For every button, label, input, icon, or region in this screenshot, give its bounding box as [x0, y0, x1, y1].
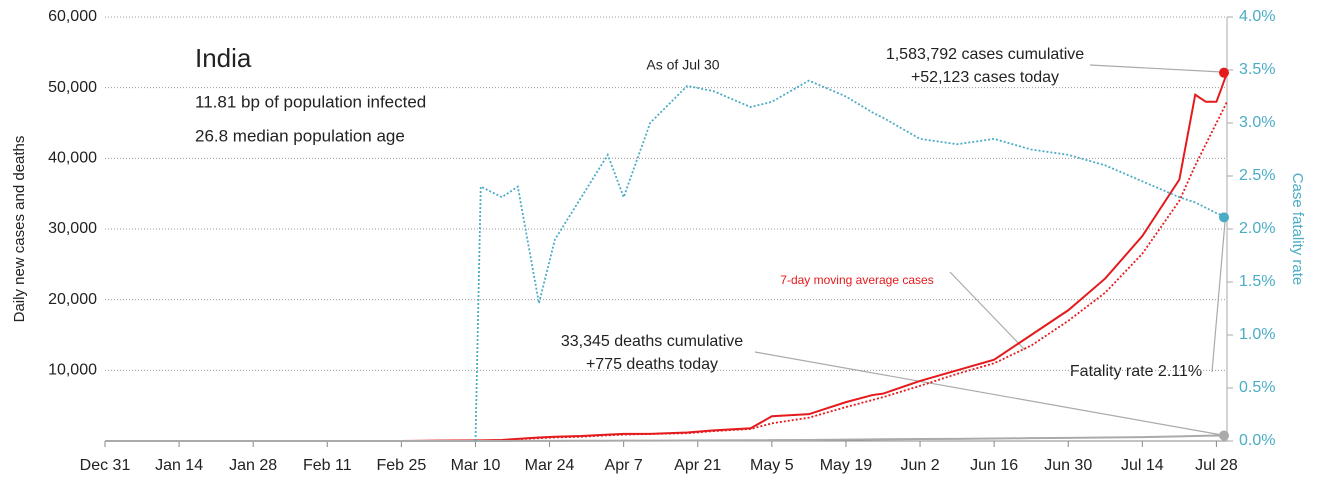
annotation: Fatality rate 2.11%: [1070, 363, 1202, 380]
annotation: As of Jul 30: [646, 57, 719, 73]
annotation: +52,123 cases today: [911, 69, 1059, 86]
x-tick-label: Mar 10: [451, 457, 501, 474]
annotation: +775 deaths today: [586, 356, 718, 373]
leader: [1089, 64, 1223, 73]
y-tick-label: 20,000: [48, 291, 97, 308]
x-tick-label: Feb 11: [303, 457, 352, 474]
chart-title: India: [195, 43, 252, 73]
x-tick-label: Apr 21: [674, 457, 721, 474]
x-tick-label: May 19: [820, 457, 873, 474]
x-tick-label: Feb 25: [376, 457, 426, 474]
leader: [949, 271, 1026, 351]
y2-tick-label: 2.0%: [1239, 220, 1275, 237]
y2-tick-label: 2.5%: [1239, 167, 1275, 184]
annotation: 1,583,792 cases cumulative: [886, 46, 1084, 63]
y2-tick-label: 3.5%: [1239, 61, 1275, 78]
series-line: [474, 79, 1228, 442]
y2-tick-label: 4.0%: [1239, 8, 1275, 25]
end-marker: [1219, 67, 1229, 78]
x-tick-label: Jan 14: [155, 457, 203, 474]
x-tick-label: Apr 7: [605, 457, 643, 474]
y-axis-label: Daily new cases and deaths: [11, 136, 28, 323]
annotation-leaders: [754, 64, 1226, 436]
x-tick-label: Dec 31: [80, 457, 131, 474]
y2-tick-label: 1.0%: [1239, 326, 1275, 343]
x-tick-label: May 5: [750, 457, 794, 474]
x-tick-label: Jun 16: [970, 457, 1018, 474]
end-marker: [1219, 430, 1229, 441]
y-tick-label: 40,000: [48, 150, 97, 167]
x-tick-label: Jun 2: [900, 457, 939, 474]
y-tick-label: 50,000: [48, 79, 97, 96]
x-tick-label: Jun 30: [1044, 457, 1092, 474]
x-tick-label: Mar 24: [525, 457, 575, 474]
annotation: 33,345 deaths cumulative: [561, 333, 743, 350]
y2-tick-label: 1.5%: [1239, 273, 1275, 290]
annotation: 7-day moving average cases: [780, 273, 933, 287]
y2-tick-label: 0.5%: [1239, 379, 1275, 396]
leader: [754, 351, 1223, 436]
leader: [1211, 221, 1226, 373]
y2-tick-label: 0.0%: [1239, 432, 1275, 449]
x-tick-label: Jan 28: [229, 457, 277, 474]
y-tick-label: 60,000: [48, 8, 97, 25]
y-tick-label: 10,000: [48, 362, 97, 379]
subtitle: 26.8 median population age: [195, 126, 405, 145]
end-marker: [1219, 212, 1229, 223]
x-tick-label: Jul 14: [1121, 457, 1164, 474]
series-line: [105, 434, 1228, 442]
x-tick-label: Jul 28: [1195, 457, 1238, 474]
y2-tick-label: 3.0%: [1239, 114, 1275, 131]
y-tick-label: 30,000: [48, 220, 97, 237]
series-line: [105, 101, 1228, 442]
y2-axis-label: Case fatality rate: [1289, 173, 1306, 286]
subtitle: 11.81 bp of population infected: [195, 92, 426, 111]
